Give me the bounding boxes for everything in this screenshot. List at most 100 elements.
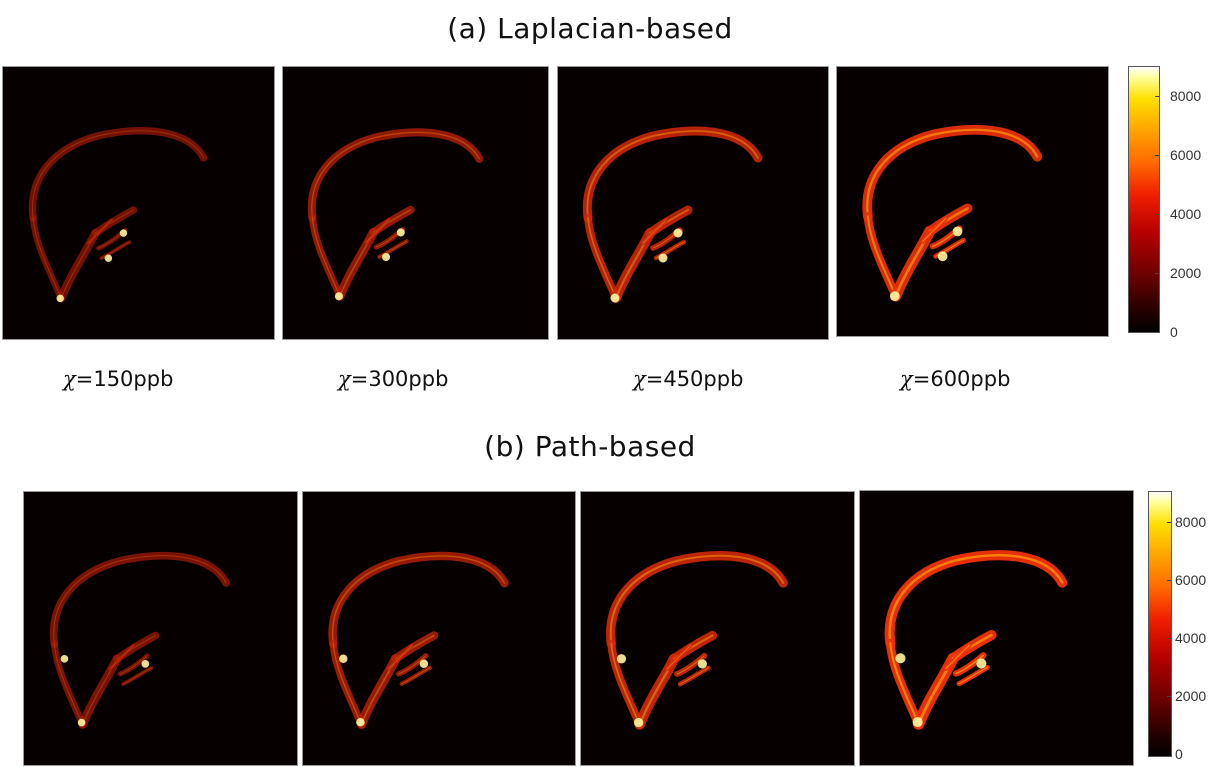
path-panel-600ppb [860, 491, 1133, 765]
vessel-highlight [378, 240, 408, 258]
vessel-highlight [679, 667, 709, 685]
bright-spot [912, 716, 923, 728]
vessel-highlight [666, 645, 691, 670]
vessel-image [307, 128, 484, 301]
path-panel-150ppb [24, 492, 297, 765]
row-a-title: (a) Laplacian-based [447, 12, 733, 45]
bright-spot [633, 717, 644, 728]
vessel-highlight [586, 130, 759, 219]
vessel-segment [307, 128, 484, 222]
bright-spot [141, 660, 150, 668]
vessel-segment [49, 551, 231, 648]
colorbar-a-tick: 4000 [1170, 206, 1202, 222]
colorbar-b: 8000 6000 4000 2000 0 [1148, 491, 1213, 765]
vessel-segment [862, 124, 1043, 222]
vessel-segment [308, 214, 344, 300]
bright-spot [356, 717, 365, 727]
vessel-highlight [401, 667, 431, 685]
laplacian-panel-600ppb [837, 67, 1108, 336]
vessel-image [862, 124, 1043, 302]
vessel-segment [29, 214, 65, 302]
vessel-highlight [100, 241, 130, 259]
vessel-highlight [119, 655, 148, 675]
colorbar-a-tick: 2000 [1170, 265, 1202, 281]
vessel-highlight [609, 554, 785, 645]
vessel-segment [884, 550, 1068, 649]
bright-spot [610, 293, 620, 303]
colorbar-a: 8000 6000 4000 2000 0 [1128, 66, 1208, 341]
bright-spot [334, 292, 343, 301]
colorbar-a-tick: 8000 [1170, 88, 1202, 104]
vessel-highlight [587, 217, 617, 299]
bright-spot [104, 254, 113, 262]
laplacian-panel-150ppb [3, 67, 274, 339]
vessel-highlight [53, 643, 84, 726]
vessel-highlight [398, 655, 427, 675]
colorbar-b-gradient [1148, 491, 1172, 757]
vessel-highlight [945, 644, 970, 670]
bright-spot [616, 654, 627, 664]
vessel-highlight [32, 217, 62, 299]
bright-spot [673, 228, 683, 238]
colorbar-a-tick: 0 [1170, 324, 1178, 340]
bright-spot [697, 659, 707, 669]
bright-spot [119, 229, 128, 237]
laplacian-panel-450ppb [558, 67, 828, 339]
vessel-highlight [866, 215, 897, 298]
colorbar-b-tick: 4000 [1175, 630, 1207, 646]
chi-label-300ppb: χ=300ppb [338, 367, 449, 391]
vessel-highlight [642, 219, 667, 244]
vessel-highlight [53, 555, 227, 645]
vessel-image [328, 551, 509, 729]
bright-spot [77, 718, 86, 727]
bright-spot [60, 654, 69, 663]
vessel-highlight [122, 667, 152, 685]
vessel-segment [606, 551, 788, 649]
colorbar-b-tick: 0 [1175, 746, 1183, 762]
bright-spot [937, 251, 948, 262]
vessel-segment [28, 127, 208, 222]
vessel-highlight [31, 130, 205, 219]
vessel-image [884, 550, 1068, 730]
bright-spot [952, 226, 963, 237]
colorbar-b-tick: 2000 [1175, 688, 1207, 704]
colorbar-a-gradient [1128, 66, 1160, 333]
chi-label-600ppb: χ=600ppb [900, 367, 1011, 391]
bright-spot [56, 294, 64, 303]
vessel-highlight [332, 642, 363, 725]
vessel-highlight [889, 642, 920, 726]
vessel-segment [99, 240, 132, 261]
vessel-segment [329, 639, 366, 728]
colorbar-b-tick: 8000 [1175, 514, 1207, 530]
vessel-segment [582, 126, 763, 223]
chi-label-150ppb: χ=150ppb [63, 367, 174, 391]
vessel-segment [328, 551, 509, 648]
vessel-highlight [955, 654, 985, 675]
vessel-segment [607, 639, 644, 729]
colorbar-a-tick: 6000 [1170, 147, 1202, 163]
vessel-image [582, 126, 763, 304]
vessel-segment [584, 214, 620, 302]
vessel-highlight [922, 217, 947, 242]
colorbar-b-tick: 6000 [1175, 572, 1207, 588]
vessel-image [28, 127, 208, 303]
chi-label-450ppb: χ=450ppb [633, 367, 744, 391]
vessel-segment [50, 640, 87, 728]
vessel-highlight [610, 642, 641, 726]
vessel-image [606, 551, 788, 730]
vessel-highlight [866, 128, 1039, 218]
vessel-highlight [958, 666, 989, 685]
bright-spot [396, 228, 405, 237]
path-panel-450ppb [581, 492, 854, 765]
vessel-highlight [87, 219, 112, 244]
bright-spot [382, 252, 391, 262]
vessel-highlight [311, 131, 480, 219]
bright-spot [658, 253, 668, 263]
vessel-highlight [655, 241, 685, 259]
row-b-title: (b) Path-based [484, 430, 696, 463]
vessel-segment [86, 218, 114, 246]
bright-spot [339, 654, 348, 663]
vessel-highlight [676, 655, 705, 675]
vessel-highlight [888, 554, 1064, 645]
